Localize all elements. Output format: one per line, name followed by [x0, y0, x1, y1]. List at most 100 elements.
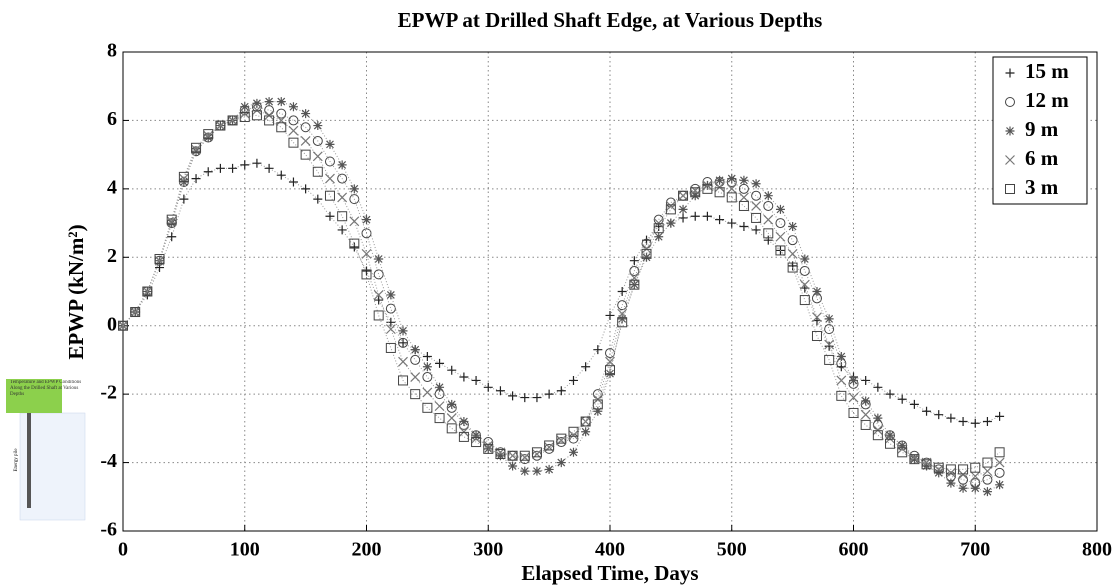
marker [690, 191, 700, 201]
marker [872, 430, 883, 441]
marker [592, 394, 603, 405]
marker [715, 175, 725, 185]
marker [581, 362, 591, 372]
marker [325, 211, 335, 221]
chart-title: EPWP at Drilled Shaft Edge, at Various D… [398, 8, 823, 32]
marker [653, 218, 664, 228]
marker [836, 390, 847, 401]
marker [337, 192, 348, 203]
marker [642, 252, 652, 262]
marker [860, 409, 871, 420]
marker [239, 108, 250, 119]
marker [873, 413, 883, 423]
marker [617, 314, 627, 324]
marker [508, 391, 518, 401]
marker [726, 192, 737, 203]
marker [288, 102, 298, 112]
marker [787, 262, 798, 273]
marker [447, 365, 457, 375]
marker [702, 211, 712, 221]
marker [970, 471, 981, 482]
marker [799, 295, 810, 306]
marker [325, 173, 335, 184]
marker [239, 112, 250, 123]
marker [179, 194, 189, 204]
series [118, 110, 1005, 475]
marker [775, 245, 786, 256]
marker [191, 146, 201, 156]
marker [179, 177, 189, 187]
marker [812, 287, 822, 296]
marker [629, 256, 639, 266]
marker [276, 97, 286, 107]
marker [982, 474, 993, 485]
y-tick-label: -4 [100, 450, 117, 472]
marker [702, 180, 713, 191]
marker [593, 406, 603, 416]
marker [592, 399, 603, 410]
marker [629, 272, 640, 283]
marker [787, 235, 798, 246]
marker [581, 427, 591, 437]
y-tick-label: 2 [107, 245, 117, 267]
y-tick-label: 8 [107, 40, 117, 62]
marker [325, 139, 335, 149]
marker [995, 411, 1005, 421]
marker [288, 115, 299, 126]
marker [921, 459, 932, 470]
marker [447, 399, 457, 409]
marker [848, 407, 859, 418]
marker [349, 238, 360, 249]
marker [812, 312, 822, 323]
marker [751, 212, 762, 223]
marker [130, 307, 141, 318]
marker [471, 430, 481, 440]
marker [775, 204, 785, 214]
marker [629, 265, 640, 276]
marker [799, 279, 810, 290]
marker [520, 393, 530, 403]
marker [568, 447, 578, 457]
marker [240, 102, 250, 112]
marker [922, 461, 932, 471]
marker [848, 392, 859, 403]
marker [422, 387, 433, 398]
marker [629, 279, 640, 290]
marker [349, 242, 359, 252]
marker [775, 231, 786, 242]
x-tick-label: 500 [717, 539, 747, 561]
marker [775, 218, 786, 229]
x-tick-label: 100 [230, 539, 260, 561]
marker [872, 425, 883, 435]
marker [532, 466, 542, 476]
marker [970, 483, 980, 493]
marker [714, 182, 725, 193]
y-tick-label: 6 [107, 108, 117, 130]
marker [374, 295, 384, 305]
marker [483, 440, 494, 451]
marker [398, 326, 408, 336]
marker [958, 464, 969, 475]
marker [763, 214, 774, 225]
marker [885, 438, 896, 449]
marker [385, 324, 396, 335]
marker [1005, 97, 1015, 107]
marker [373, 289, 384, 300]
marker [203, 133, 213, 143]
inset-label: Energy pile [14, 448, 19, 472]
marker [873, 382, 883, 392]
marker [531, 447, 542, 458]
marker [593, 345, 603, 355]
marker [763, 200, 774, 211]
marker [568, 433, 579, 444]
inset: Temperature and EPWP Conditions Along th… [6, 379, 86, 521]
marker [386, 290, 396, 300]
marker [167, 218, 177, 228]
marker [617, 308, 628, 319]
marker [471, 433, 481, 444]
marker [203, 129, 214, 140]
marker [471, 437, 482, 448]
marker [495, 386, 505, 396]
marker [824, 314, 834, 324]
